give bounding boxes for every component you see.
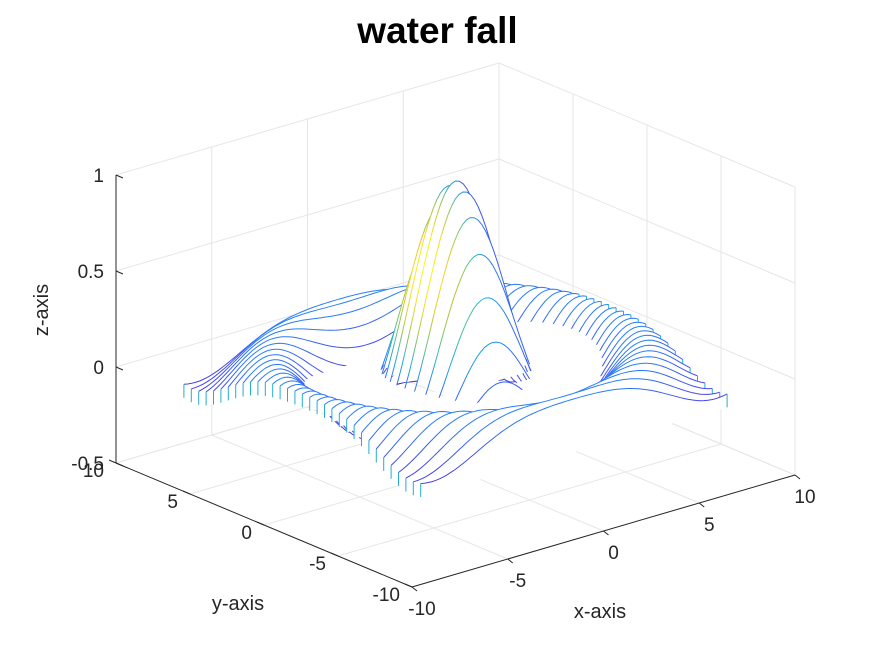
y-tick — [182, 490, 191, 495]
z-tick-label: -0.5 — [71, 454, 104, 475]
y-tick — [404, 583, 413, 588]
x-tick — [698, 502, 705, 508]
z-tick — [115, 462, 124, 467]
grid-line — [115, 62, 500, 176]
waterfall-face — [243, 285, 550, 403]
x-tick-label: -10 — [408, 599, 435, 620]
grid-line — [498, 158, 796, 284]
z-tick-label: 0.5 — [78, 262, 104, 283]
z-tick — [115, 270, 124, 275]
waterfall-curve — [420, 388, 728, 484]
chart-title: water fall — [357, 10, 518, 51]
x-tick-label: 10 — [794, 487, 815, 508]
grid-line — [337, 443, 722, 557]
x-tick-label: 5 — [704, 515, 715, 536]
y-tick-label: 5 — [167, 492, 178, 513]
waterfall-face — [420, 388, 728, 497]
x-tick-label: -5 — [509, 571, 526, 592]
x-tick — [794, 474, 801, 480]
y-tick — [256, 521, 265, 526]
z-tick — [115, 174, 124, 179]
y-tick — [330, 552, 339, 557]
z-axis-label: z-axis — [31, 284, 53, 336]
x-tick — [411, 586, 418, 592]
x-tick-label: 0 — [608, 543, 619, 564]
y-tick-label: 0 — [241, 523, 252, 544]
grid-line — [115, 158, 500, 272]
y-tick — [108, 459, 117, 464]
grid-line — [498, 254, 796, 380]
grid-line — [498, 62, 796, 188]
y-axis-label: y-axis — [212, 593, 264, 615]
series-layer — [183, 180, 728, 497]
z-tick — [115, 366, 124, 371]
x-tick — [507, 558, 514, 564]
y-tick-label: -5 — [309, 554, 326, 575]
y-tick-label: -10 — [373, 585, 400, 606]
y-tick-label: 10 — [83, 461, 104, 482]
x-axis-label: x-axis — [574, 601, 626, 623]
z-tick-label: 0 — [93, 358, 104, 379]
waterfall-curve — [413, 378, 720, 483]
z-tick-label: 1 — [93, 166, 104, 187]
x-tick — [603, 530, 609, 536]
